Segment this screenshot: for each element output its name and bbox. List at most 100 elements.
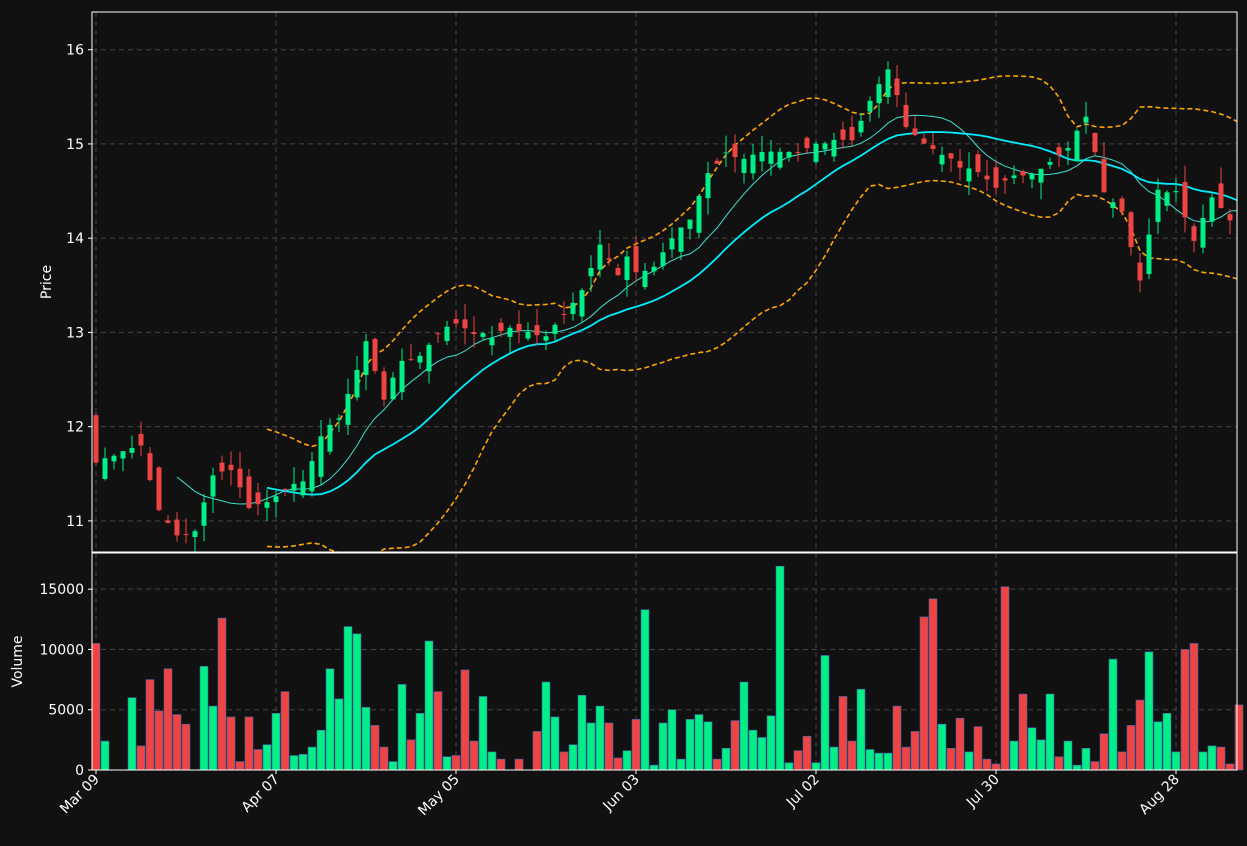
candle-body [453, 319, 459, 324]
candle-body [93, 415, 99, 463]
candle-body [732, 144, 738, 158]
candle-body [228, 464, 234, 471]
volume-bar [1036, 739, 1046, 771]
volume-bar [352, 633, 362, 771]
candle-body [597, 244, 603, 270]
candle-body [1128, 212, 1134, 248]
volume-bar [271, 713, 281, 771]
candle-body [129, 448, 135, 453]
volume-bar [919, 616, 929, 771]
volume-bar [703, 721, 713, 771]
volume-bar [802, 735, 812, 771]
volume-bar [892, 705, 902, 771]
volume-bar [532, 731, 542, 771]
volume-bar [442, 756, 452, 771]
x-tick-label: Jul 02 [783, 772, 823, 812]
volume-bar [235, 761, 245, 771]
volume-bar [388, 761, 398, 771]
candle-body [939, 154, 945, 165]
volume-bar [874, 752, 884, 771]
price-panel-frame [91, 11, 1238, 553]
price-ytick-label: 16 [66, 43, 84, 59]
volume-bar [208, 705, 218, 771]
volume-bar [550, 716, 560, 771]
candle-body [318, 436, 324, 477]
candle-body [714, 160, 720, 164]
candle-body [624, 256, 630, 281]
price-ytick-label: 12 [66, 420, 84, 436]
volume-bar [847, 740, 857, 771]
price-ytick-label: 13 [66, 325, 84, 341]
volume-bar [829, 746, 839, 771]
candle-body [1110, 202, 1116, 209]
volume-bar [1027, 727, 1037, 771]
volume-bar [1063, 740, 1073, 771]
volume-bar [163, 668, 173, 771]
candle-body [183, 534, 189, 536]
volume-bar [1162, 713, 1172, 771]
volume-bar [1009, 740, 1019, 771]
candle-body [867, 100, 873, 112]
price-ytick-label: 14 [66, 231, 84, 247]
candle-body [1101, 158, 1107, 193]
candle-body [381, 371, 387, 400]
candle-body [813, 143, 819, 162]
candle-body [255, 492, 261, 505]
candle-body [723, 152, 729, 154]
candle-body [786, 152, 792, 158]
candle-body [840, 129, 846, 140]
ma-fast-line [176, 114, 1237, 505]
candle-body [1029, 174, 1035, 180]
volume-bar [730, 720, 740, 771]
candle-body [777, 151, 783, 168]
volume-bar [334, 698, 344, 771]
volume-bar [1099, 733, 1109, 771]
volume-bar [685, 719, 695, 771]
candle-body [309, 461, 315, 492]
candle-body [660, 252, 666, 266]
candle-body [336, 418, 342, 420]
volume-bar [199, 666, 209, 771]
candle-body [363, 341, 369, 376]
volume-bar [1090, 761, 1100, 771]
candle-body [1047, 162, 1053, 165]
candle-body [741, 158, 747, 173]
volume-ytick-label: 5000 [48, 703, 84, 719]
volume-bar [541, 681, 551, 771]
candle-body [858, 120, 864, 133]
candle-body [642, 270, 648, 288]
candle-body [633, 246, 639, 273]
volume-bar [433, 691, 443, 771]
volume-bar [991, 763, 1001, 771]
candle-body [1191, 226, 1197, 241]
x-tick-label: Jun 03 [600, 772, 643, 815]
volume-bar [1225, 763, 1235, 771]
volume-bar [415, 713, 425, 771]
volume-bar [901, 746, 911, 771]
volume-bar [766, 715, 776, 771]
candle-body [696, 195, 702, 233]
volume-bar [658, 722, 668, 771]
price-ytick-label: 15 [66, 137, 84, 153]
candle-body [894, 78, 900, 96]
volume-bar [226, 716, 236, 771]
bollinger-lower-line [266, 179, 1237, 552]
volume-bar [1171, 751, 1181, 771]
bollinger-upper-line [266, 75, 1237, 448]
volume-ytick-label: 15000 [39, 582, 84, 598]
volume-bar [1198, 751, 1208, 771]
candle-body [1218, 183, 1224, 209]
candle-body [1119, 198, 1125, 212]
volume-bar [307, 746, 317, 771]
candle-body [507, 327, 513, 337]
volume-axis-title: Volume [10, 635, 26, 687]
candle-body [201, 502, 207, 526]
candle-body [399, 360, 405, 393]
candle-body [606, 258, 612, 260]
candle-body [1182, 182, 1188, 218]
candle-body [1137, 262, 1143, 281]
volume-bar [325, 668, 335, 771]
volume-bar [127, 697, 137, 771]
candle-body [1011, 175, 1017, 179]
